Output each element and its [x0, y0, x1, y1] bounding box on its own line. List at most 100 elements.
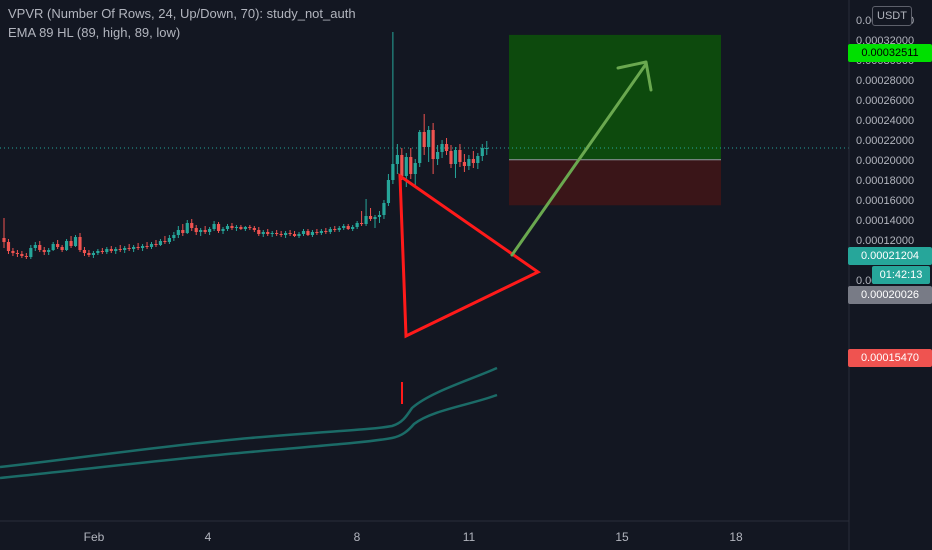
candle-body	[118, 249, 122, 250]
candle-body	[409, 157, 413, 174]
candle-body	[109, 249, 113, 251]
candle-body	[368, 216, 373, 219]
candle-body	[132, 247, 136, 249]
price-tick-label: 0.00014000	[856, 215, 914, 227]
candle-body	[154, 244, 158, 245]
candle-body	[167, 238, 171, 242]
position-zones	[0, 34, 849, 206]
price-tick-label: 0.00022000	[856, 135, 914, 147]
candle-body	[306, 231, 310, 235]
ema-high-line	[0, 366, 498, 469]
candle-body	[342, 226, 346, 228]
candle-body	[284, 233, 288, 235]
candle-body	[123, 248, 127, 250]
drawings	[398, 60, 653, 404]
currency-button[interactable]: USDT	[872, 6, 912, 26]
candle-body	[78, 237, 82, 250]
candle-body	[480, 148, 484, 156]
candle-body	[301, 231, 306, 234]
legend-ema[interactable]: EMA 89 HL (89, high, 89, low)	[8, 25, 181, 40]
candle-body	[181, 230, 185, 233]
candle-body	[114, 249, 118, 251]
candle-body	[225, 226, 230, 229]
candle-body	[266, 232, 270, 234]
candle-body	[47, 250, 51, 252]
candle-body	[440, 144, 444, 152]
triangle-pattern[interactable]	[398, 173, 541, 339]
candle-body	[427, 130, 431, 147]
candle-body	[216, 224, 221, 231]
candle-body	[364, 216, 368, 224]
price-tick-label: 0.00024000	[856, 115, 914, 127]
time-tick-label: 18	[729, 530, 743, 544]
candle-body	[239, 227, 243, 229]
target-arrow[interactable]	[510, 62, 648, 257]
candle-body	[355, 223, 359, 227]
candle-body	[292, 234, 297, 236]
candle-body	[190, 223, 194, 228]
candle-body	[56, 244, 60, 247]
candle-body	[208, 229, 212, 232]
candle-body	[404, 157, 408, 176]
candle-body	[377, 215, 382, 217]
time-tick-label: 8	[354, 530, 361, 544]
candle-body	[351, 227, 355, 229]
candle-body	[91, 253, 95, 255]
candle-body	[257, 230, 261, 234]
candle-body	[145, 246, 149, 247]
candle-body	[485, 148, 489, 149]
candle-body	[346, 226, 350, 229]
candle-body	[467, 159, 471, 166]
stop-price-tag: 0.00015470	[848, 349, 932, 367]
price-tick-label: 0.00018000	[856, 175, 914, 187]
candle-body	[360, 223, 364, 224]
candle-body	[24, 256, 28, 257]
candle-body	[64, 241, 69, 250]
candle-body	[42, 250, 46, 252]
candle-body	[395, 155, 399, 164]
price-tick-label: 0.00028000	[856, 75, 914, 87]
candle-body	[261, 232, 265, 234]
candle-body	[279, 234, 283, 235]
candle-body	[60, 247, 64, 250]
ema-low-line	[0, 393, 498, 480]
candle-body	[476, 156, 480, 163]
candle-body	[136, 247, 140, 248]
candle-body	[29, 248, 33, 257]
candle-body	[270, 233, 274, 234]
candle-body	[199, 230, 203, 232]
candle-body	[418, 132, 422, 163]
candle-body	[33, 245, 37, 248]
candle-body	[328, 229, 332, 232]
candle-body	[337, 228, 341, 230]
candle-body	[176, 230, 180, 235]
candle-body	[221, 229, 225, 231]
candle-body	[234, 227, 239, 228]
time-tick-label: 11	[463, 530, 476, 544]
time-tick-label: Feb	[84, 530, 105, 544]
candle-body	[149, 244, 154, 247]
candle-body	[431, 130, 435, 159]
candle-body	[100, 251, 104, 252]
candle-body	[458, 150, 462, 162]
entry-price-tag: 0.00020026	[848, 286, 932, 304]
candle-body	[422, 132, 426, 147]
price-tick-label: 0.00020000	[856, 155, 914, 167]
candle-body	[194, 228, 198, 232]
loss-zone[interactable]	[509, 159, 721, 206]
time-axis[interactable]: Feb 4 8 11 15 18	[84, 530, 743, 544]
candle-body	[20, 254, 24, 256]
time-tick-label: 4	[205, 530, 212, 544]
candle-body	[449, 151, 453, 164]
candle-body	[185, 223, 189, 233]
candle-body	[324, 231, 328, 232]
candle-body	[15, 253, 20, 254]
price-tick-label: 0.00016000	[856, 195, 914, 207]
candles	[2, 32, 489, 259]
profit-zone[interactable]	[509, 34, 721, 160]
legend-vpvr[interactable]: VPVR (Number Of Rows, 24, Up/Down, 70): …	[8, 6, 356, 21]
candle-body	[413, 163, 417, 174]
price-tick-label: 0.00026000	[856, 95, 914, 107]
